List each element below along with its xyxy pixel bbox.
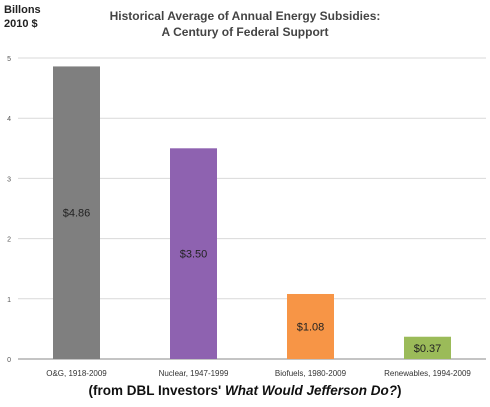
x-category-label: Nuclear, 1947-1999 (159, 369, 229, 378)
caption-suffix: ) (396, 383, 402, 398)
data-label: $4.86 (63, 208, 91, 220)
y-axis-label-line1: Billons (4, 4, 41, 16)
data-label: $1.08 (297, 321, 325, 333)
bar (170, 148, 217, 359)
y-tick-label: 4 (7, 116, 11, 123)
x-category-label: Renewables, 1994-2009 (384, 369, 471, 378)
y-axis-label-line2: 2010 $ (4, 18, 38, 30)
x-category-label: O&G, 1918-2009 (46, 369, 107, 378)
y-tick-label: 2 (7, 237, 11, 244)
y-tick-label: 0 (7, 357, 11, 364)
data-label: $3.50 (180, 249, 208, 261)
source-caption: (from DBL Investors' What Would Jefferso… (0, 383, 490, 398)
x-category-label: Biofuels, 1980-2009 (275, 369, 347, 378)
bar (53, 66, 100, 359)
caption-book-title: What Would Jefferson Do? (224, 383, 397, 398)
y-tick-label: 1 (7, 297, 11, 304)
y-tick-label: 5 (7, 56, 11, 63)
bar (404, 336, 451, 359)
chart-subtitle: A Century of Federal Support (161, 25, 329, 39)
bar-chart: 0 1 2 3 4 5 $4.86 O&G, 1918-2009 $3.50 Nuclear, 1… (7, 56, 486, 378)
data-label: $0.37 (414, 343, 442, 355)
chart-title: Historical Average of Annual Energy Subs… (109, 9, 381, 23)
bar (287, 293, 334, 359)
y-tick-label: 3 (7, 176, 11, 183)
caption-prefix: (from DBL Investors' (88, 383, 225, 398)
